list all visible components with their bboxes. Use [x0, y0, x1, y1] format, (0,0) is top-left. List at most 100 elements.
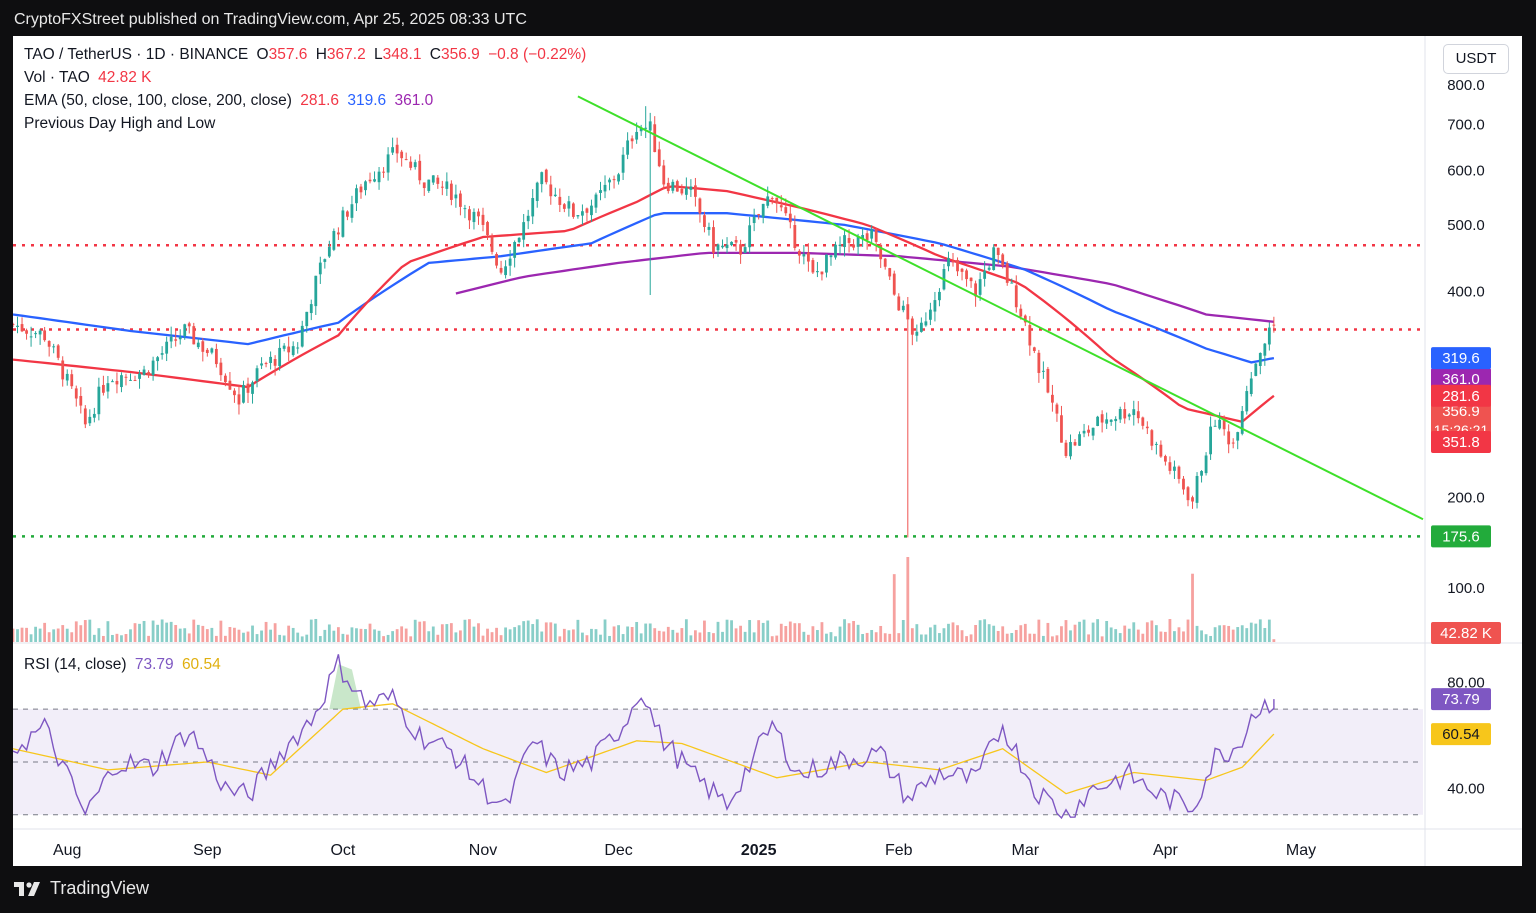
volume-bar	[996, 630, 1000, 642]
candle-body	[635, 131, 639, 140]
candle-body	[359, 186, 363, 193]
candle-body	[820, 271, 824, 275]
volume-bar	[224, 635, 227, 642]
volume-bar	[635, 621, 639, 642]
volume-bar	[915, 624, 919, 642]
volume-bar	[323, 629, 327, 642]
candle-body	[531, 198, 535, 217]
candle-body	[56, 345, 60, 358]
candle-body	[540, 172, 544, 185]
volume-bar	[120, 635, 123, 642]
volume-bar	[133, 623, 137, 642]
price-tag-label: 175.6	[1442, 528, 1480, 545]
volume-bar	[969, 634, 973, 642]
candle-body	[386, 154, 390, 173]
candle-body	[888, 268, 892, 277]
candle-body	[336, 232, 340, 235]
volume-bar	[178, 628, 182, 642]
candle-body	[260, 363, 263, 366]
currency-selector[interactable]: USDT	[1443, 44, 1509, 74]
volume-bar	[784, 626, 788, 642]
rsi-tick-label: 80.00	[1447, 675, 1485, 692]
pdhl-legend[interactable]: Previous Day High and Low	[24, 115, 219, 133]
volume-bar	[391, 631, 395, 642]
volume-bar	[590, 628, 593, 642]
candle-body	[996, 247, 1000, 255]
candle-body	[960, 268, 964, 272]
chart-panel[interactable]: 200.0300.0400.0500.0600.0700.0800.0100.0…	[13, 36, 1522, 866]
candle-body	[1005, 263, 1009, 283]
volume-legend[interactable]: Vol · TAO 42.82 K	[24, 69, 156, 87]
volume-bar	[992, 625, 996, 642]
candle-body	[43, 330, 47, 341]
candle-body	[617, 174, 620, 182]
symbol-legend[interactable]: TAO / TetherUS · 1D · BINANCE O357.6 H36…	[24, 46, 590, 64]
candle-body	[757, 214, 761, 216]
volume-bar	[1032, 633, 1036, 642]
volume-bar	[1164, 631, 1167, 642]
volume-bar	[535, 619, 539, 642]
publisher-header: CryptoFXStreet published on TradingView.…	[14, 11, 527, 28]
candle-body	[52, 346, 56, 348]
candle-body	[156, 357, 160, 362]
volume-bar	[25, 627, 28, 642]
candle-body	[364, 181, 367, 191]
volume-bar	[1127, 628, 1131, 642]
volume-bar	[567, 630, 571, 642]
candle-body	[282, 345, 286, 349]
volume-bar	[585, 635, 589, 642]
candle-body	[332, 231, 336, 250]
candle-body	[612, 179, 616, 181]
rsi-legend[interactable]: RSI (14, close) 73.79 60.54	[24, 656, 225, 674]
price-tick-label: 800.0	[1447, 77, 1485, 94]
volume-bar	[395, 629, 399, 642]
candle-body	[440, 186, 444, 188]
candle-body	[829, 255, 833, 258]
grid-layer	[13, 36, 1522, 866]
candle-body	[752, 216, 756, 224]
candle-body	[88, 416, 92, 424]
volume-bar	[463, 619, 467, 642]
candle-body	[210, 348, 214, 353]
ema-legend[interactable]: EMA (50, close, 100, close, 200, close) …	[24, 92, 437, 110]
candle-body	[644, 127, 648, 129]
volume-bar	[472, 626, 476, 642]
volume-bar	[739, 625, 742, 642]
volume-bar	[1069, 630, 1072, 642]
volume-bar	[1046, 622, 1050, 642]
volume-bar	[1001, 626, 1005, 642]
volume-bar	[770, 636, 774, 642]
tradingview-footer[interactable]: TradingView	[14, 878, 149, 899]
volume-bar	[1258, 619, 1262, 642]
volume-bar	[83, 620, 87, 642]
volume-bar	[874, 632, 878, 642]
chart-canvas[interactable]: 200.0300.0400.0500.0600.0700.0800.0100.0…	[13, 36, 1522, 866]
volume-bar	[662, 631, 666, 642]
volume-bar	[594, 629, 598, 642]
volume-bar	[666, 626, 670, 642]
volume-bar	[879, 625, 883, 642]
candle-body	[481, 214, 485, 225]
volume-bar	[382, 636, 385, 642]
volume-bar	[228, 627, 232, 642]
candle-body	[788, 213, 792, 223]
volume-bar	[246, 631, 250, 642]
volume-bar	[341, 633, 345, 642]
candle-body	[400, 151, 404, 159]
volume-bar	[386, 634, 390, 642]
volume-bar	[1186, 619, 1190, 642]
candle-body	[409, 161, 413, 168]
volume-bar	[919, 634, 923, 642]
candle-body	[278, 347, 282, 367]
volume-bar	[20, 627, 24, 642]
volume-bar	[350, 627, 354, 642]
volume-bar	[508, 629, 512, 642]
candle-body	[228, 380, 232, 390]
volume-bar	[825, 633, 828, 642]
candle-body	[1046, 368, 1050, 393]
volume-bar	[983, 619, 987, 642]
volume-bar	[504, 627, 507, 642]
close-value: 356.9	[440, 46, 480, 63]
volume-bar	[802, 631, 806, 642]
time-tick-label: 2025	[741, 842, 777, 859]
